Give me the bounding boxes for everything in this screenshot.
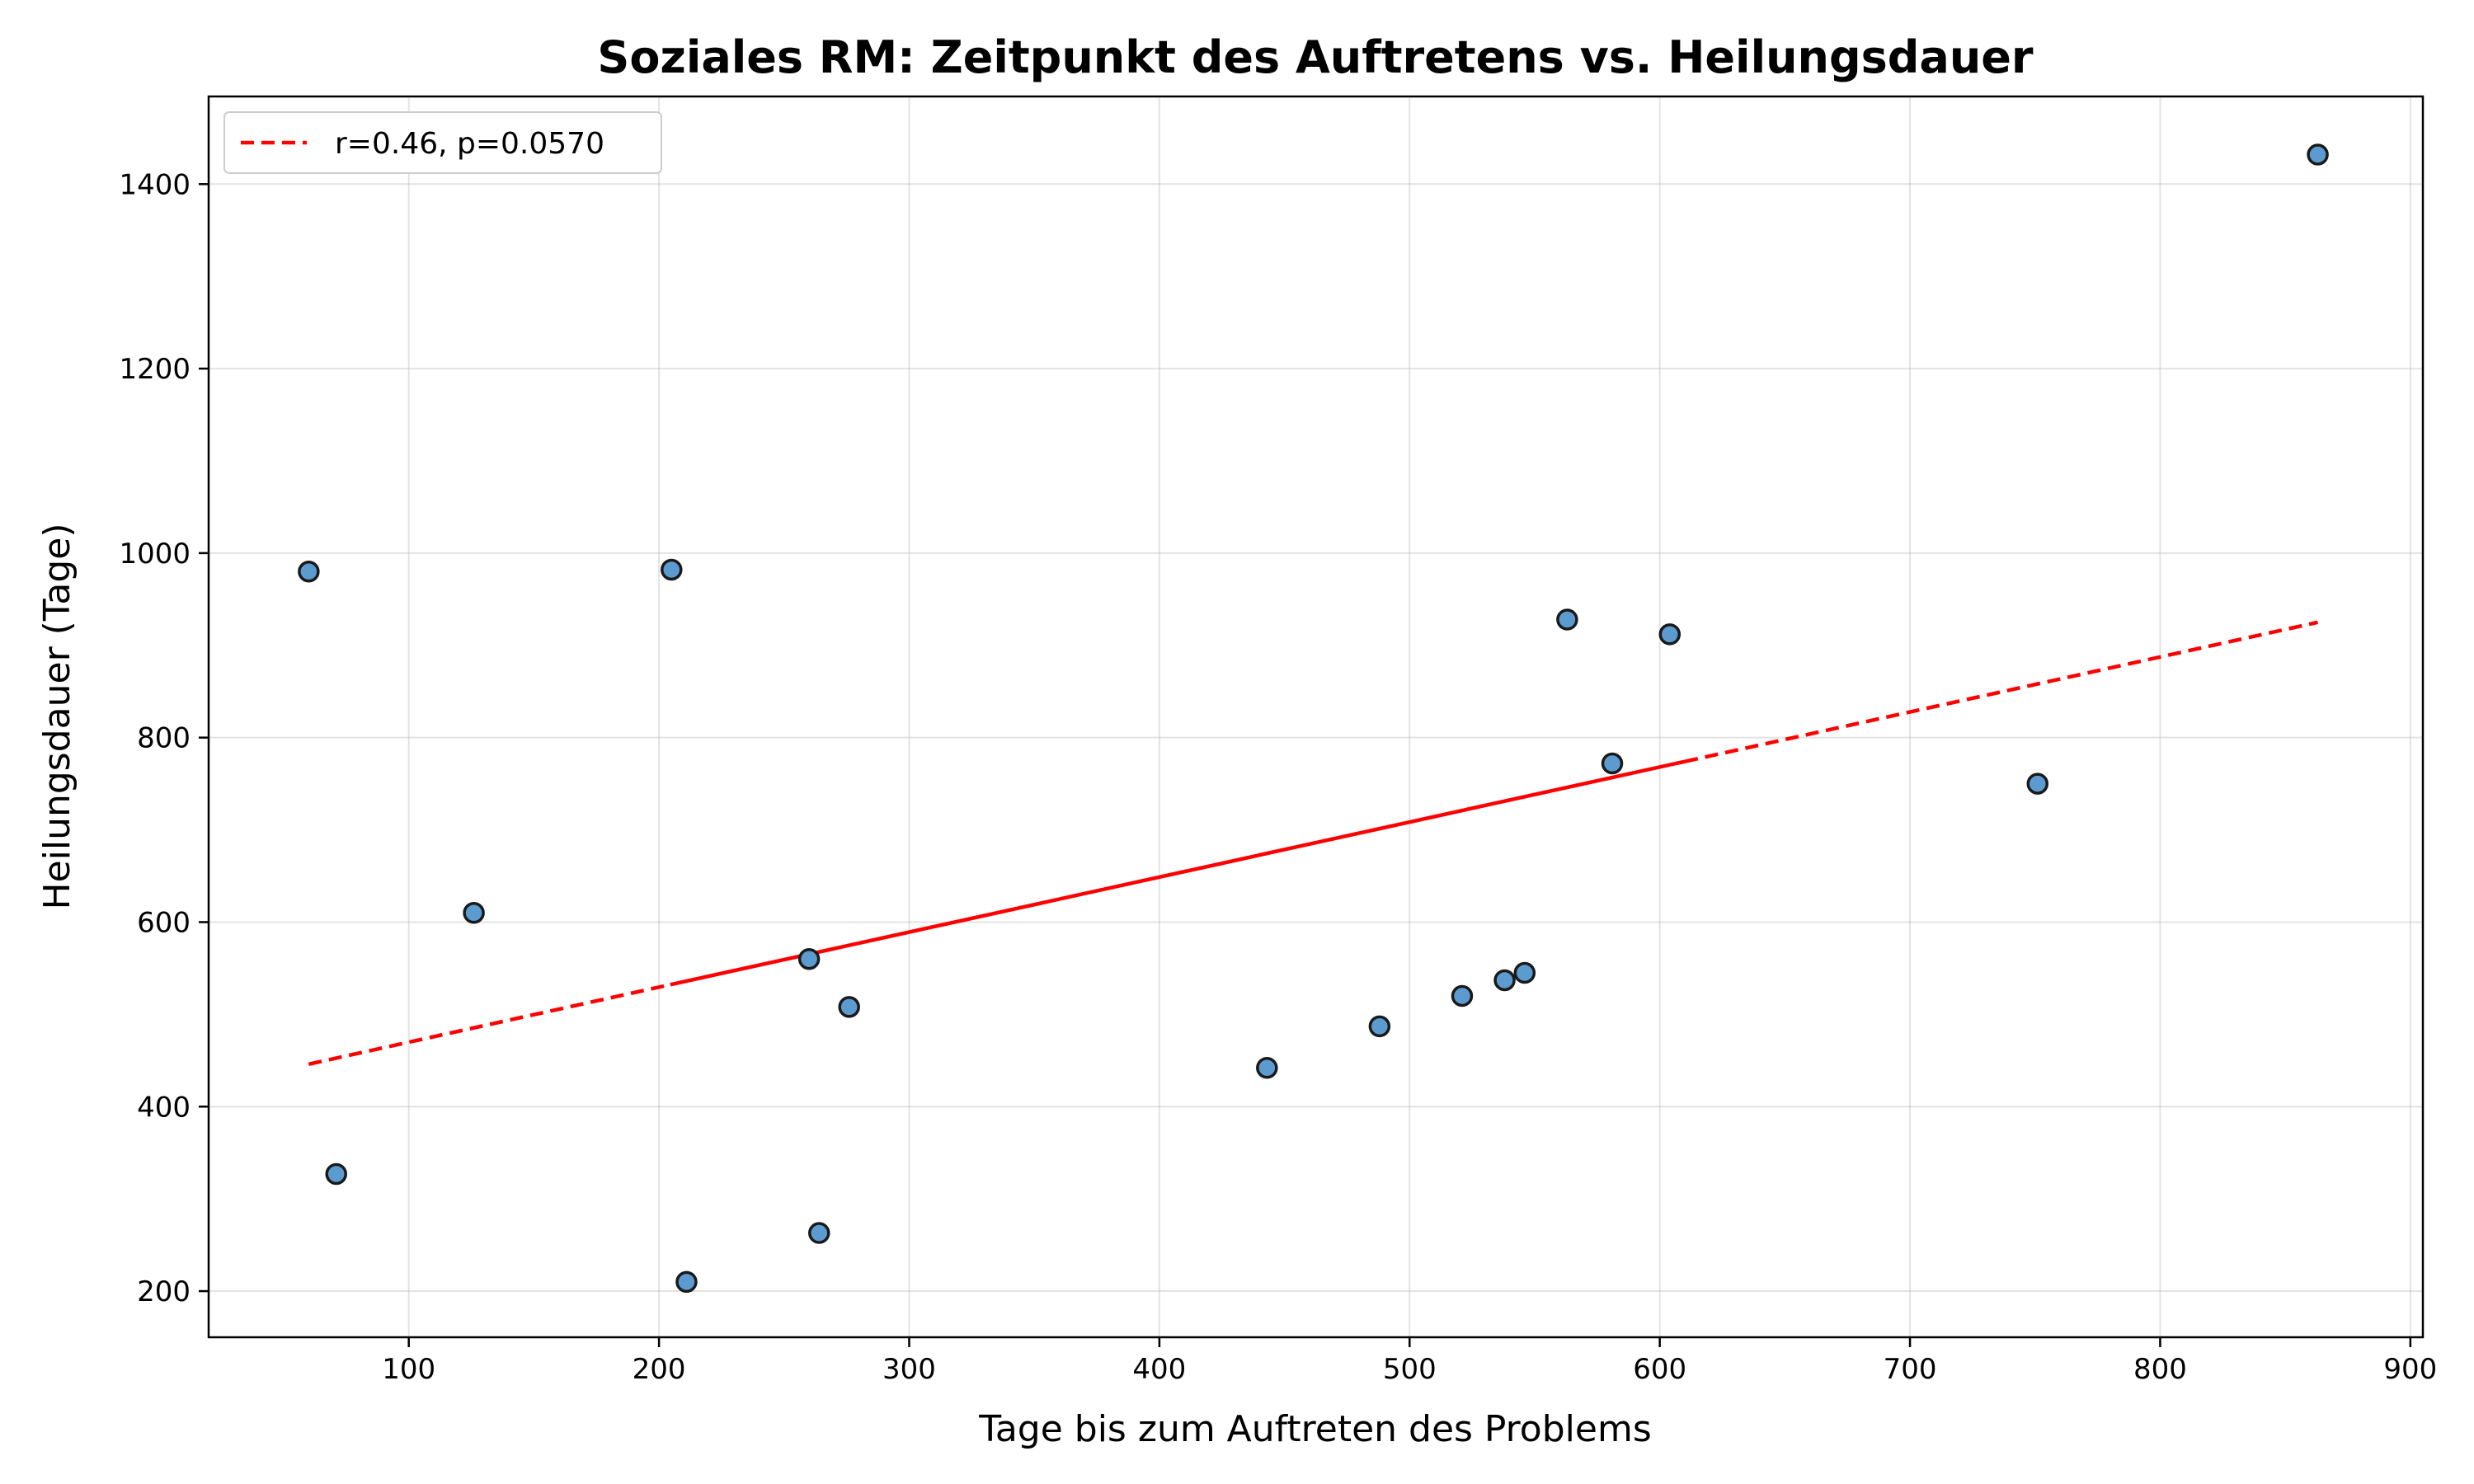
- data-point: [838, 996, 860, 1018]
- x-tick-label: 400: [1132, 1353, 1186, 1386]
- data-point: [1368, 1015, 1391, 1038]
- data-point: [1658, 623, 1681, 646]
- y-axis-label: Heilungsdauer (Tage): [36, 523, 78, 909]
- fit-line-segment: [308, 983, 671, 1066]
- data-point: [1451, 984, 1474, 1007]
- x-tick-label: 200: [633, 1353, 686, 1386]
- y-tick-label: 200: [137, 1275, 190, 1308]
- y-tick-label: 1000: [119, 538, 190, 571]
- x-tick-label: 800: [2133, 1353, 2187, 1386]
- y-tick-label: 1400: [119, 168, 190, 201]
- data-point: [797, 947, 821, 970]
- data-point: [661, 558, 683, 581]
- y-tick-label: 800: [137, 722, 190, 755]
- x-tick-label: 700: [1884, 1353, 1937, 1386]
- x-tick-label: 900: [2383, 1353, 2437, 1386]
- data-point: [2307, 143, 2329, 166]
- data-point: [298, 561, 320, 583]
- legend: r=0.46, p=0.0570: [223, 111, 662, 174]
- y-tick-label: 400: [137, 1091, 190, 1124]
- data-point: [325, 1162, 347, 1186]
- x-tick-label: 600: [1633, 1353, 1686, 1386]
- data-point: [808, 1222, 830, 1244]
- fit-line-segment: [670, 759, 1686, 987]
- fit-line-segment: [1684, 620, 2319, 763]
- data-point: [1256, 1057, 1278, 1079]
- point-layer: [298, 143, 2329, 1294]
- x-axis-label: Tage bis zum Auftreten des Problems: [978, 1408, 1652, 1450]
- x-tick-label: 100: [382, 1353, 435, 1386]
- plot-frame: [207, 95, 2425, 1339]
- legend-box: [223, 111, 662, 174]
- data-point: [463, 902, 485, 924]
- data-point: [1513, 961, 1536, 984]
- tick-layer: 100 200 300 400 500 600 700 800 900 200 400 600 800 1…: [119, 168, 2437, 1386]
- data-point: [2026, 773, 2049, 795]
- chart-title: Soziales RM: Zeitpunkt des Auftretens vs…: [597, 31, 2034, 83]
- legend-label: r=0.46, p=0.0570: [335, 127, 604, 161]
- data-point: [1493, 969, 1516, 992]
- data-point: [1601, 752, 1624, 775]
- x-tick-label: 500: [1383, 1353, 1437, 1386]
- data-point: [675, 1270, 698, 1294]
- grid-layer: [209, 96, 2423, 1337]
- x-tick-label: 300: [882, 1353, 936, 1386]
- y-tick-label: 600: [137, 906, 190, 939]
- y-tick-label: 1200: [119, 353, 190, 386]
- fit-line-layer: [308, 620, 2319, 1066]
- data-point: [1556, 608, 1578, 631]
